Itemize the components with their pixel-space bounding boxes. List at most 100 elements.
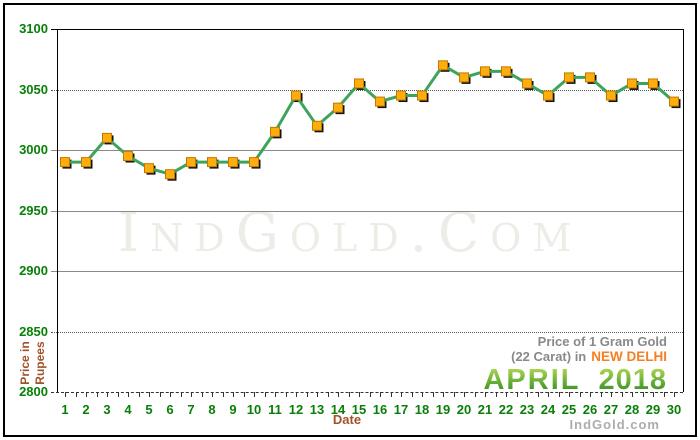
gridline-3100 — [51, 29, 683, 30]
x-axis-tick — [611, 392, 612, 397]
data-point-marker-day-5 — [144, 163, 154, 174]
x-axis-tick — [495, 392, 497, 397]
x-axis-tick — [222, 392, 224, 397]
y-axis-line — [57, 29, 58, 392]
x-axis-tick — [474, 392, 476, 397]
marker-shadow — [398, 93, 408, 103]
x-axis-title: Date — [332, 412, 362, 427]
watermark-text: IndGold.Com — [117, 201, 583, 264]
x-tick-label: 3 — [103, 402, 111, 417]
x-axis-tick — [170, 392, 171, 397]
data-point-marker-day-27 — [606, 90, 616, 101]
x-axis-tick — [159, 392, 161, 397]
x-tick-label: 27 — [603, 402, 619, 417]
x-tick-label: 10 — [246, 402, 262, 417]
data-point-marker-day-24 — [543, 90, 553, 101]
x-axis-tick — [348, 392, 350, 397]
data-point-marker-day-23 — [522, 78, 532, 89]
x-axis-tick — [212, 392, 213, 397]
x-axis-tick — [117, 392, 119, 397]
x-axis-tick — [338, 392, 339, 397]
x-tick-label: 21 — [477, 402, 493, 417]
gridline-2800 — [51, 392, 683, 393]
marker-shadow — [587, 74, 597, 84]
chart-annotation: Price of 1 Gram Gold (22 Carat) in NEW DE… — [483, 334, 667, 396]
data-point-marker-day-7 — [186, 157, 196, 168]
data-point-marker-day-26 — [585, 72, 595, 83]
x-axis-tick — [65, 392, 66, 397]
y-tick-label: 2800 — [19, 384, 48, 399]
data-point-marker-day-30 — [669, 96, 679, 107]
gridline-3000 — [51, 150, 683, 151]
data-point-marker-day-25 — [564, 72, 574, 83]
marker-shadow — [83, 159, 93, 169]
x-axis-tick — [422, 392, 423, 397]
data-point-marker-day-17 — [396, 90, 406, 101]
x-axis-tick — [128, 392, 129, 397]
x-axis-tick — [464, 392, 465, 397]
x-axis-tick — [516, 392, 518, 397]
x-tick-label: 16 — [372, 402, 388, 417]
x-axis-tick — [75, 392, 77, 397]
x-tick-label: 26 — [582, 402, 598, 417]
annotation-line1: Price of 1 Gram Gold — [537, 334, 667, 349]
data-point-marker-day-14 — [333, 102, 343, 113]
data-point-marker-day-21 — [480, 66, 490, 77]
data-point-marker-day-28 — [627, 78, 637, 89]
x-tick-label: 5 — [145, 402, 153, 417]
x-axis-tick — [296, 392, 297, 397]
marker-shadow — [608, 93, 618, 103]
x-axis-tick — [390, 392, 392, 397]
marker-shadow — [314, 123, 324, 133]
x-axis-tick — [359, 392, 360, 397]
site-brand: IndGold.com — [569, 417, 660, 432]
carat-text: (22 Carat) in — [511, 349, 587, 364]
x-axis-tick — [590, 392, 591, 397]
x-axis-tick — [506, 392, 507, 397]
y-axis-title-line2: Rupees — [33, 341, 47, 385]
gridline-2850 — [51, 332, 683, 333]
price-line — [65, 63, 675, 176]
y-axis-title-line1: Price in — [18, 341, 32, 385]
gridline-2900 — [51, 271, 683, 272]
data-point-marker-day-20 — [459, 72, 469, 83]
marker-shadow — [545, 93, 555, 103]
marker-shadow — [524, 80, 534, 90]
x-axis-tick — [380, 392, 381, 397]
x-axis-tick — [285, 392, 287, 397]
y-tick-label: 2850 — [19, 324, 48, 339]
data-point-marker-day-2 — [81, 157, 91, 168]
x-axis-tick — [86, 392, 87, 397]
x-axis-tick — [600, 392, 602, 397]
plot-right-border — [683, 29, 684, 392]
x-axis-tick — [264, 392, 266, 397]
marker-shadow — [461, 74, 471, 84]
x-tick-label: 7 — [187, 402, 195, 417]
marker-shadow — [503, 68, 513, 78]
x-tick-label: 23 — [519, 402, 535, 417]
x-tick-label: 6 — [166, 402, 174, 417]
marker-shadow — [272, 129, 282, 139]
x-tick-label: 30 — [666, 402, 682, 417]
x-axis-tick — [548, 392, 549, 397]
x-axis-tick — [411, 392, 413, 397]
month-text: APRIL — [483, 364, 581, 396]
x-tick-label: 12 — [288, 402, 304, 417]
x-axis-tick — [275, 392, 276, 397]
data-point-marker-day-19 — [438, 60, 448, 71]
data-point-marker-day-12 — [291, 90, 301, 101]
marker-shadow — [419, 93, 429, 103]
x-axis-tick — [674, 392, 675, 397]
data-point-marker-day-3 — [102, 132, 112, 143]
data-point-marker-day-9 — [228, 157, 238, 168]
marker-shadow — [671, 99, 681, 109]
marker-shadow — [146, 165, 156, 175]
x-axis-tick — [369, 392, 371, 397]
x-axis-tick — [443, 392, 444, 397]
x-tick-label: 13 — [309, 402, 325, 417]
month-year-row: APRIL 2018 — [483, 364, 667, 396]
x-tick-label: 1 — [61, 402, 69, 417]
x-tick-label: 4 — [124, 402, 132, 417]
x-axis-tick — [138, 392, 140, 397]
